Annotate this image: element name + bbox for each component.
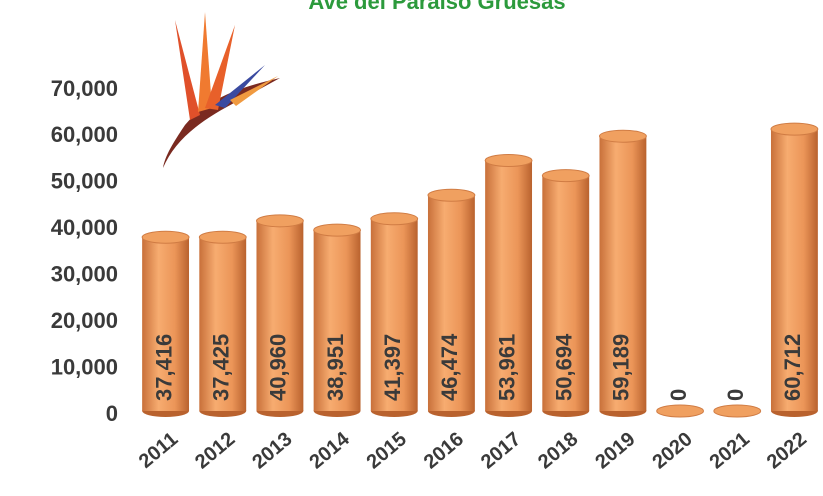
bar	[199, 237, 247, 411]
x-tick-label: 2018	[534, 428, 582, 473]
x-tick-label: 2017	[477, 428, 525, 473]
x-tick-label: 2016	[420, 428, 468, 473]
bar	[142, 237, 190, 411]
x-tick-label: 2022	[763, 428, 811, 473]
bar	[427, 195, 475, 411]
bar-top	[770, 122, 819, 136]
bar-top	[141, 230, 190, 244]
value-label: 38,951	[323, 334, 348, 401]
x-tick-label: 2013	[248, 428, 296, 473]
y-tick-label: 10,000	[51, 354, 118, 379]
bar-top	[370, 212, 419, 226]
bar	[256, 220, 304, 411]
value-label: 37,425	[209, 334, 234, 401]
y-tick-label: 50,000	[51, 169, 118, 194]
value-label: 60,712	[780, 334, 805, 401]
y-tick-label: 40,000	[51, 215, 118, 240]
value-label: 50,694	[552, 333, 577, 401]
value-label: 40,960	[266, 334, 291, 401]
bar-top	[656, 404, 705, 418]
y-tick-label: 70,000	[51, 76, 118, 101]
bar-top	[198, 230, 247, 244]
bar	[370, 218, 418, 411]
value-label: 59,189	[609, 334, 634, 401]
value-label: 37,416	[151, 334, 176, 401]
x-tick-label: 2014	[305, 427, 354, 473]
x-tick-label: 2021	[706, 428, 754, 473]
y-tick-label: 0	[106, 401, 118, 426]
bar	[599, 136, 647, 412]
bar-top	[713, 404, 762, 418]
bar-top	[255, 214, 304, 228]
x-tick-label: 2019	[591, 428, 639, 473]
bar-top	[484, 153, 533, 167]
x-tick-label: 2015	[363, 428, 411, 473]
bar-top	[541, 169, 590, 183]
y-tick-label: 60,000	[51, 122, 118, 147]
bar-top	[427, 188, 476, 202]
flower-icon	[163, 12, 280, 168]
value-label: 0	[723, 389, 748, 401]
chart-title: Ave del Paraíso Gruesas	[308, 0, 565, 14]
x-tick-label: 2020	[648, 428, 696, 473]
bar	[313, 230, 361, 411]
y-tick-label: 20,000	[51, 308, 118, 333]
x-tick-label: 2011	[135, 428, 182, 473]
y-tick-label: 30,000	[51, 262, 118, 287]
value-label: 0	[666, 389, 691, 401]
bar	[542, 175, 590, 411]
value-label: 41,397	[380, 334, 405, 401]
bar-top	[313, 223, 362, 237]
bar-top	[598, 129, 647, 143]
x-tick-label: 2012	[191, 428, 239, 473]
bar	[485, 160, 533, 411]
value-label: 46,474	[437, 333, 462, 401]
value-label: 53,961	[494, 334, 519, 401]
bar	[770, 129, 818, 411]
